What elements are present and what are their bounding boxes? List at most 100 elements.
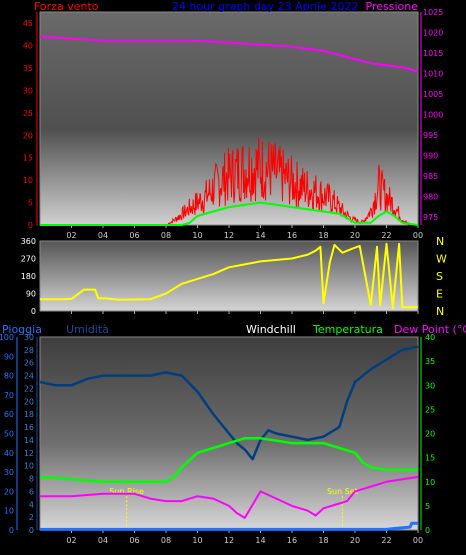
wind-y-tick-label: 20 bbox=[23, 131, 33, 140]
compass-letter: S bbox=[436, 270, 443, 283]
windchill-label: Windchill bbox=[246, 323, 296, 336]
humidity-y-tick-label: 24 bbox=[24, 372, 34, 381]
rain-y-tick-label: 90 bbox=[4, 352, 14, 361]
rain-y-tick-label: 70 bbox=[4, 391, 14, 400]
wind-y-tick-label: 45 bbox=[23, 19, 33, 28]
direction-y-tick-label: 360 bbox=[21, 237, 36, 246]
temperature-series bbox=[39, 437, 418, 484]
panel-1-x-tick-label: 22 bbox=[381, 231, 391, 240]
pressure-y-tick-label: 980 bbox=[423, 192, 438, 201]
panel-1-x-tick-label: 20 bbox=[350, 231, 360, 240]
panel-1-x-tick-label: 04 bbox=[98, 231, 108, 240]
wind-force-label: Forza vento bbox=[34, 0, 99, 13]
direction-y-tick-label: 180 bbox=[21, 272, 36, 281]
direction-y-tick-label: 90 bbox=[26, 290, 36, 299]
wind-y-tick-label: 15 bbox=[23, 154, 33, 163]
temperature-y-tick-label: 35 bbox=[425, 357, 435, 366]
panel-3-x-tick-label: 06 bbox=[129, 536, 139, 545]
pressure-y-tick-label: 1000 bbox=[423, 110, 443, 119]
panel-3-x-tick-label: 14 bbox=[255, 536, 265, 545]
humidity-y-tick-label: 30 bbox=[24, 333, 34, 342]
panel-1-x-tick-label: 10 bbox=[192, 231, 202, 240]
rain-y-tick-label: 20 bbox=[4, 487, 14, 496]
humidity-y-tick-label: 18 bbox=[24, 410, 34, 419]
humidity-y-tick-label: 12 bbox=[24, 449, 34, 458]
panel-3-x-tick-label: 02 bbox=[66, 536, 76, 545]
panel-1-x-tick-label: 06 bbox=[129, 231, 139, 240]
panel-3-x-tick-label: 04 bbox=[98, 536, 108, 545]
panel-1-x-tick-label: 12 bbox=[224, 231, 234, 240]
humidity-y-tick-label: 22 bbox=[24, 384, 34, 393]
rain-y-tick-label: 40 bbox=[4, 449, 14, 458]
chart-title: 24 hour graph day 23 Aprile 2022 bbox=[172, 0, 359, 13]
wind-y-tick-label: 0 bbox=[28, 221, 33, 230]
humidity-y-tick-label: 28 bbox=[24, 346, 34, 355]
wind-y-tick-label: 30 bbox=[23, 86, 33, 95]
pressure-y-tick-label: 1025 bbox=[423, 8, 443, 17]
wind-y-tick-label: 5 bbox=[28, 199, 33, 208]
panel-1-x-tick-label: 08 bbox=[161, 231, 171, 240]
compass-letter: W bbox=[436, 253, 447, 266]
panel-1-x-tick-label: 16 bbox=[287, 231, 297, 240]
pressure-y-tick-label: 995 bbox=[423, 131, 438, 140]
direction-y-tick-label: 270 bbox=[21, 255, 36, 264]
humidity-y-tick-label: 8 bbox=[29, 475, 34, 484]
rain-y-tick-label: 80 bbox=[4, 372, 14, 381]
temperature-y-tick-label: 5 bbox=[425, 502, 430, 511]
rain-y-tick-label: 10 bbox=[4, 507, 14, 516]
panel-3-x-tick-label: 16 bbox=[287, 536, 297, 545]
wind-y-tick-label: 25 bbox=[23, 109, 33, 118]
humidity-label: Umidità bbox=[66, 323, 109, 336]
rain-label: Pioggia bbox=[2, 323, 42, 336]
panel-1-plot-area bbox=[39, 11, 419, 226]
humidity-y-tick-label: 6 bbox=[29, 487, 34, 496]
dewpoint-series bbox=[40, 475, 419, 519]
temperature-y-tick-label: 0 bbox=[425, 526, 430, 535]
panel-3-x-tick-label: 10 bbox=[192, 536, 202, 545]
panel-3-x-tick-label: 12 bbox=[224, 536, 234, 545]
rain-y-tick-label: 30 bbox=[4, 468, 14, 477]
humidity-y-tick-label: 14 bbox=[24, 436, 34, 445]
rain-y-tick-label: 60 bbox=[4, 410, 14, 419]
temperature-y-tick-label: 15 bbox=[425, 454, 435, 463]
temperature-y-tick-label: 40 bbox=[425, 333, 435, 342]
panel-3-x-tick-label: 00 bbox=[413, 536, 423, 545]
humidity-y-tick-label: 2 bbox=[29, 513, 34, 522]
panel-3-x-tick-label: 08 bbox=[161, 536, 171, 545]
temperature-y-tick-label: 25 bbox=[425, 405, 435, 414]
rain-series bbox=[40, 521, 418, 531]
wind-y-tick-label: 35 bbox=[23, 64, 33, 73]
humidity-y-tick-label: 16 bbox=[24, 423, 34, 432]
humidity-y-tick-label: 20 bbox=[24, 397, 34, 406]
humidity-series bbox=[39, 345, 419, 461]
rain-y-tick-label: 100 bbox=[0, 333, 14, 342]
panel-1-x-tick-label: 14 bbox=[255, 231, 265, 240]
panel-3-x-tick-label: 20 bbox=[350, 536, 360, 545]
humidity-y-tick-label: 26 bbox=[24, 359, 34, 368]
compass-letter: N bbox=[436, 235, 444, 248]
humidity-y-tick-label: 10 bbox=[24, 462, 34, 471]
pressure-series bbox=[39, 35, 419, 73]
dewpoint-label: Dew Point (°C) bbox=[394, 323, 466, 336]
pressure-label: Pressione bbox=[366, 0, 419, 13]
temperature-y-tick-label: 10 bbox=[425, 478, 435, 487]
wind-y-tick-label: 10 bbox=[23, 176, 33, 185]
rain-y-tick-label: 0 bbox=[9, 526, 14, 535]
wind-average-series bbox=[40, 201, 419, 226]
pressure-y-tick-label: 1015 bbox=[423, 49, 443, 58]
panel-1-x-tick-label: 00 bbox=[413, 231, 423, 240]
rain-y-tick-label: 50 bbox=[4, 430, 14, 439]
sun-marker-label: Sun Set bbox=[327, 487, 358, 496]
pressure-y-tick-label: 975 bbox=[423, 213, 438, 222]
humidity-y-tick-label: 4 bbox=[29, 500, 34, 509]
pressure-y-tick-label: 1005 bbox=[423, 90, 443, 99]
compass-letter: N bbox=[436, 305, 444, 318]
compass-letter: E bbox=[436, 288, 443, 301]
panel-1-x-tick-label: 02 bbox=[66, 231, 76, 240]
panel-1-x-tick-label: 18 bbox=[318, 231, 328, 240]
panel-3-x-tick-label: 22 bbox=[381, 536, 391, 545]
wind-y-tick-label: 40 bbox=[23, 42, 33, 51]
panel-3-x-tick-label: 18 bbox=[318, 536, 328, 545]
